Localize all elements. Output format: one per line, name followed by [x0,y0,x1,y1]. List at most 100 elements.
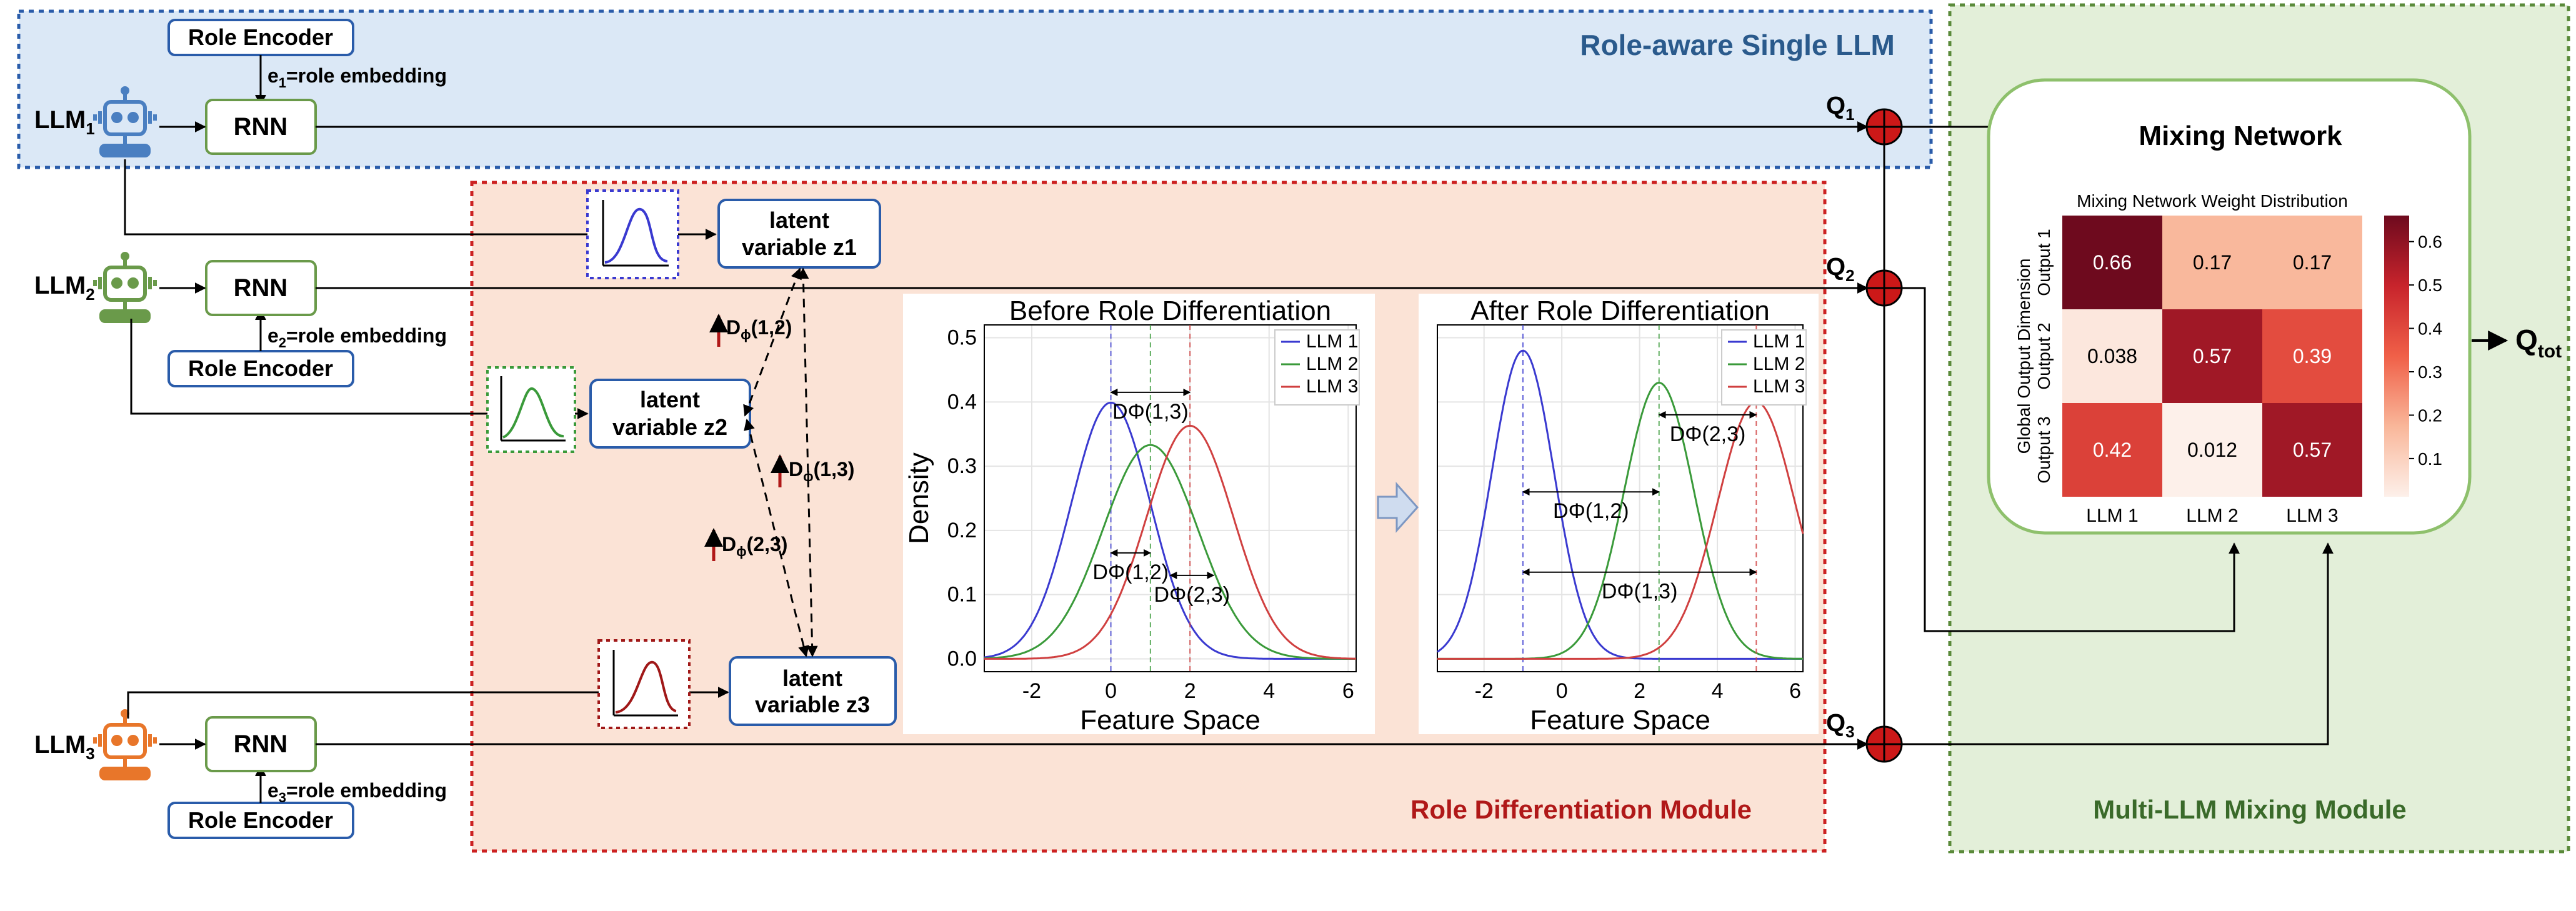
robot-icon-llm2 [93,252,157,323]
distance-annotation: DΦ(1,2) [1553,499,1629,523]
svg-text:Dϕ(1,2): Dϕ(1,2) [726,316,792,342]
rnn-1: RNN [205,99,317,155]
y-tick-label: 0.2 [947,519,977,542]
colorbar-tick-label: 0.3 [2418,362,2442,382]
x-tick-label: 4 [1263,679,1275,703]
role-diff-title: Role Differentiation Module [1410,795,1752,824]
role-encoder-2: Role Encoder [167,350,354,387]
heatmap-row-label: Output 1 [2034,229,2054,296]
heatmap-value: 0.39 [2293,345,2332,367]
heatmap-value: 0.012 [2187,439,2237,461]
heatmap-y-axis-label: Global Output Dimension [2014,259,2034,454]
x-tick-label: 2 [1184,679,1196,703]
distance-annotation: DΦ(1,3) [1602,580,1678,604]
legend-label: LLM 1 [1753,331,1805,352]
distance-annotation: DΦ(2,3) [1154,583,1231,607]
x-tick-label: 0 [1556,679,1568,703]
llm-3-label: LLM3 [34,731,95,763]
latent-variable-z3: latent variable z3 [729,656,897,726]
x-tick-label: -2 [1475,679,1494,703]
x-tick-label: -2 [1022,679,1041,703]
distance-annotation: DΦ(2,3) [1670,422,1746,446]
plot-frame [1437,324,1804,672]
role-encoder-3: Role Encoder [167,802,354,839]
heatmap-cell [2162,403,2262,497]
chart-title: After Role Differentiation [1470,296,1770,326]
heatmap-row-label: Output 3 [2034,416,2054,483]
y-tick-label: 0.5 [947,326,977,350]
heatmap-cell [2062,309,2162,403]
x-tick-label: 0 [1105,679,1117,703]
heatmap-col-label: LLM 2 [2186,505,2238,526]
rnn-1-label: RNN [234,113,288,141]
heatmap-value: 0.17 [2193,251,2232,274]
robot-icon-llm3 [93,709,157,780]
heatmap-col-label: LLM 1 [2086,505,2138,526]
x-tick-label: 6 [1789,679,1801,703]
latent-z3-line2: variable z3 [755,692,870,717]
y-tick-label: 0.3 [947,454,977,478]
series-line-llm2 [984,444,1356,660]
distance-label-23: Dϕ(2,3) [704,528,787,561]
heatmap-value: 0.66 [2093,251,2132,274]
latent-z2-line2: variable z2 [612,414,727,440]
plot-frame [984,324,1357,672]
colorbar-tick-label: 0.6 [2418,232,2442,252]
heatmap-cell [2062,403,2162,497]
series-line-llm3 [984,424,1357,660]
heatmap-cell [2262,309,2362,403]
embedding-1-label: e1=role embedding [267,64,447,91]
series-line-llm3 [1437,401,1804,660]
colorbar [2384,216,2409,497]
heatmap-cell [2162,309,2262,403]
heatmap-row-label: Output 2 [2034,322,2054,389]
llm-2-label: LLM2 [34,272,95,304]
role-encoder-2-label: Role Encoder [188,356,333,381]
latent-z1-line1: latent [769,207,829,233]
heatmap-value: 0.42 [2093,439,2132,461]
y-tick-label: 0.0 [947,647,977,670]
distance-label-13: Dϕ(1,3) [771,454,854,487]
mixing-module-title: Multi-LLM Mixing Module [2093,795,2407,824]
heatmap-value: 0.57 [2193,345,2232,367]
role-encoder-1: Role Encoder [167,19,354,56]
latent-z1-line2: variable z1 [742,234,857,260]
colorbar-tick-label: 0.5 [2418,276,2442,295]
heatmap-value: 0.17 [2293,251,2332,274]
svg-text:Dϕ(2,3): Dϕ(2,3) [722,533,787,559]
colorbar-tick-label: 0.4 [2418,319,2442,339]
llm-1-label: LLM1 [34,106,95,138]
latent-variable-z1: latent variable z1 [717,199,881,269]
heatmap-cell [2262,403,2362,497]
distance-annotation: DΦ(1,3) [1112,400,1189,424]
legend-label: LLM 1 [1306,331,1358,352]
chart-title: Before Role Differentiation [1009,296,1331,326]
legend-label: LLM 2 [1306,354,1358,374]
x-axis-label: Feature Space [1530,705,1710,735]
q2-label: Q2 [1826,253,1855,285]
sum-node-q3 [1865,725,1903,763]
transition-arrow-icon [1377,482,1419,533]
legend-label: LLM 3 [1753,376,1805,397]
q1-label: Q1 [1826,92,1855,124]
y-tick-label: 0.4 [947,390,977,414]
distribution-icon-z1 [586,189,679,279]
heatmap-cell [2162,216,2262,309]
heatmap-col-label: LLM 3 [2286,505,2338,526]
rnn-2-label: RNN [234,274,288,302]
embedding-2-label: e2=role embedding [267,324,447,351]
rnn-2: RNN [205,260,317,316]
heatmap-value: 0.57 [2293,439,2332,461]
x-tick-label: 4 [1712,679,1724,703]
latent-z3-line1: latent [782,665,842,691]
heatmap-cell [2262,216,2362,309]
rnn-3-label: RNN [234,730,288,758]
latent-variable-z2: latent variable z2 [589,379,751,449]
y-axis-label: Density [904,452,934,544]
x-tick-label: 6 [1342,679,1354,703]
legend-label: LLM 2 [1753,354,1805,374]
heatmap-cell [2062,216,2162,309]
q3-label: Q3 [1826,709,1855,741]
heatmap-title: Mixing Network Weight Distribution [2077,191,2348,211]
